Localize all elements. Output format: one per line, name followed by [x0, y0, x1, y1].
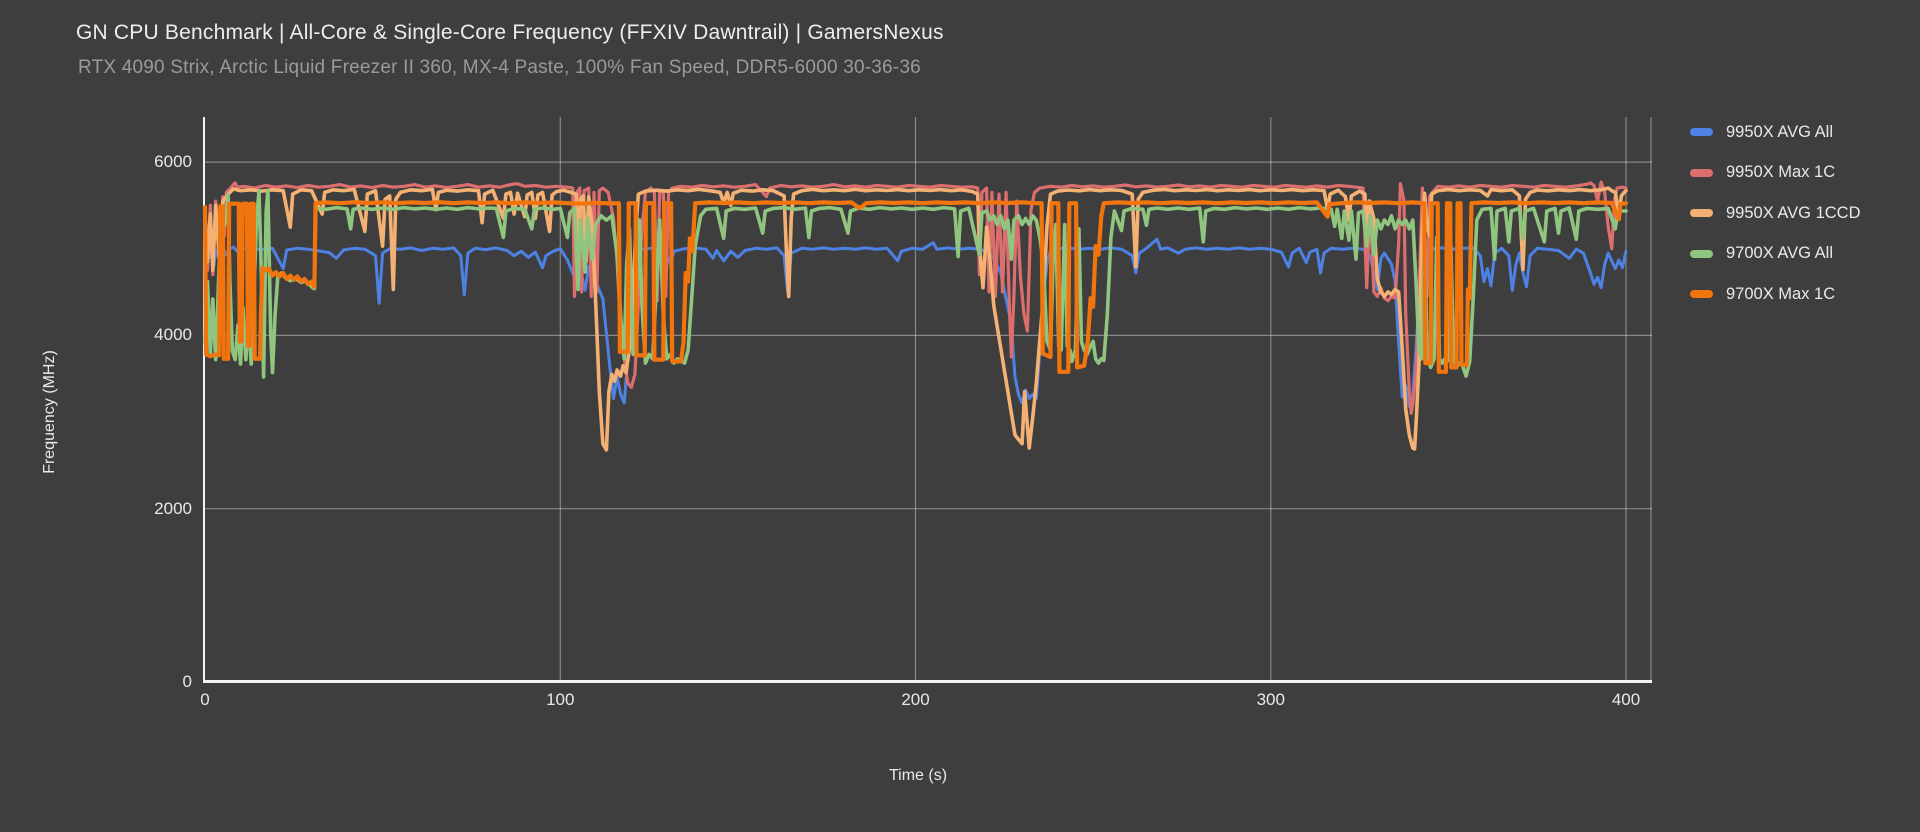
x-tick-label-400: 400	[1611, 690, 1641, 709]
chart-subtitle: RTX 4090 Strix, Arctic Liquid Freezer II…	[78, 57, 921, 78]
legend-swatch-icon	[1690, 168, 1713, 177]
y-tick-label-6000: 6000	[154, 152, 192, 172]
legend-swatch-icon	[1690, 209, 1713, 218]
x-tick-label-300: 300	[1256, 690, 1285, 709]
chart-title: GN CPU Benchmark | All-Core & Single-Cor…	[76, 21, 944, 44]
legend-swatch-icon	[1690, 128, 1713, 137]
legend-label: 9950X AVG 1CCD	[1726, 203, 1861, 222]
legend-label: 9950X AVG All	[1726, 122, 1834, 141]
y-axis-title: Frequency (MHz)	[41, 350, 58, 474]
legend-label: 9950X Max 1C	[1726, 163, 1836, 182]
series-line-9700x-avg-all	[203, 188, 1628, 379]
series-line-9700x-max-1c	[202, 200, 1629, 374]
plot-area	[202, 117, 1652, 682]
x-tick-label-200: 200	[901, 690, 930, 709]
legend-item-9700x-avg-all: 9700X AVG All	[1690, 234, 1861, 275]
legend-item-9700x-max-1c: 9700X Max 1C	[1690, 274, 1861, 315]
x-axis-line	[203, 680, 1652, 683]
legend: 9950X AVG All 9950X Max 1C 9950X AVG 1CCD 9…	[1690, 112, 1861, 315]
legend-label: 9700X Max 1C	[1726, 284, 1836, 303]
series-line-9950x-max-1c	[203, 180, 1628, 415]
y-axis-line	[203, 117, 205, 683]
legend-swatch-icon	[1690, 249, 1713, 258]
legend-item-9950x-avg-1ccd: 9950X AVG 1CCD	[1690, 193, 1861, 234]
series-line-9950x-avg-1ccd	[203, 186, 1628, 452]
x-tick-label-100: 100	[546, 690, 575, 709]
legend-label: 9700X AVG All	[1726, 244, 1834, 263]
legend-swatch-icon	[1690, 290, 1713, 299]
legend-item-9950x-max-1c: 9950X Max 1C	[1690, 153, 1861, 194]
x-tick-label-0: 0	[200, 690, 210, 709]
x-axis-title: Time (s)	[888, 767, 948, 784]
y-tick-label-0: 0	[182, 672, 192, 691]
y-tick-label-4000: 4000	[154, 325, 192, 345]
legend-item-9950x-avg-all: 9950X AVG All	[1690, 112, 1861, 153]
y-tick-label-2000: 2000	[154, 498, 192, 518]
